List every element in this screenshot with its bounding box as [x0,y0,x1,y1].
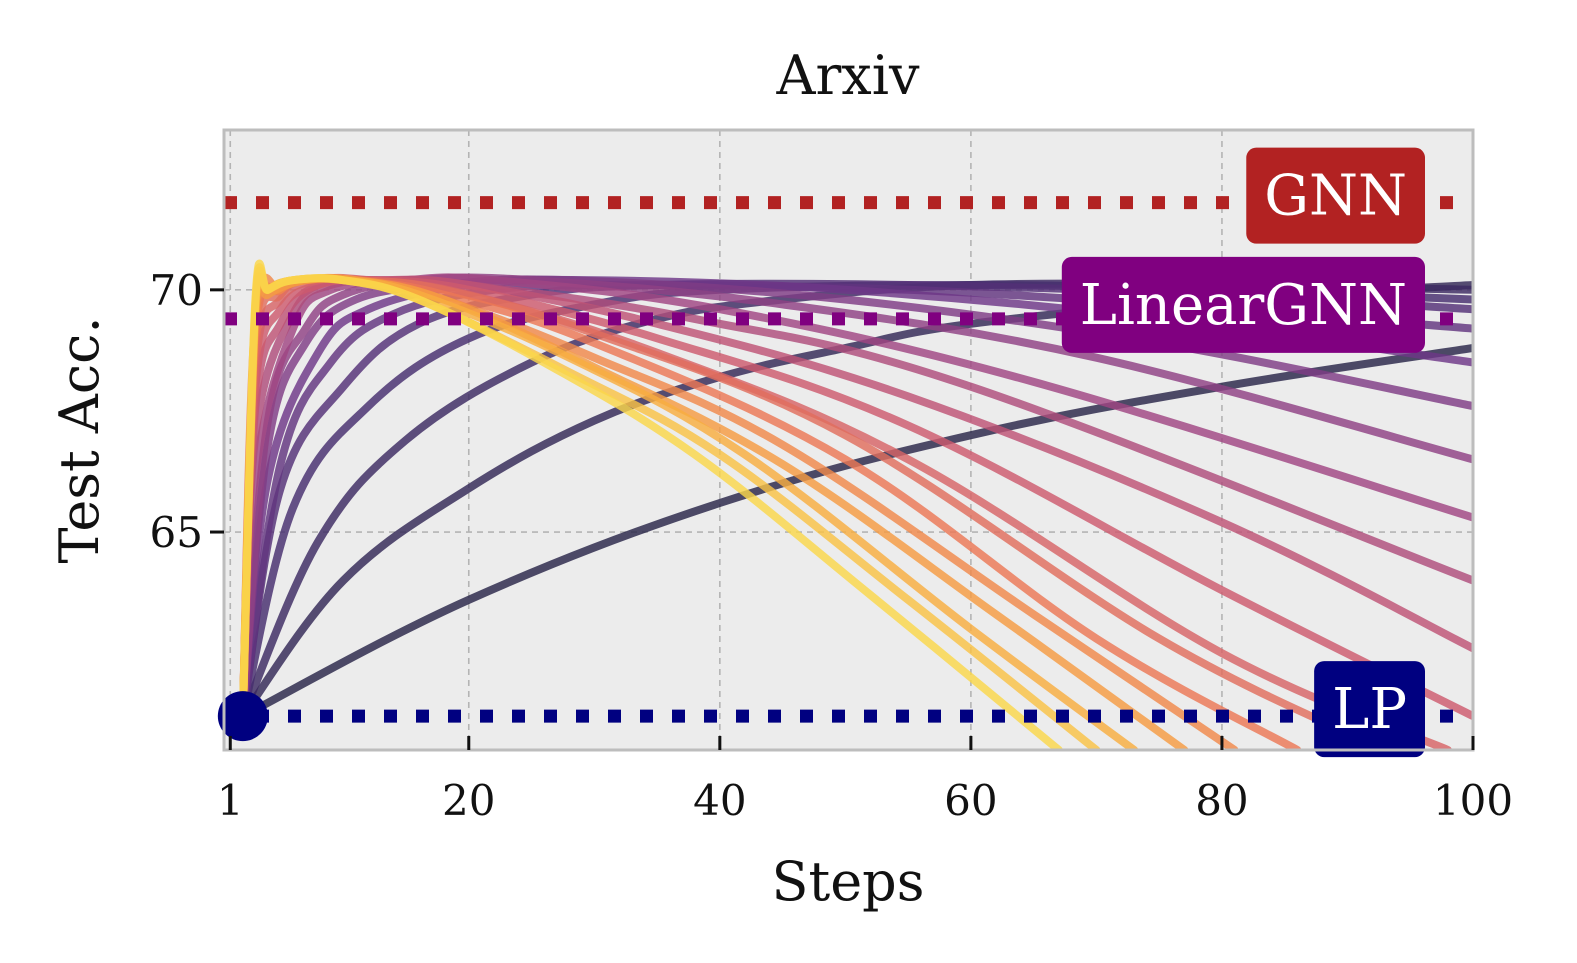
badge-background [1246,147,1425,244]
series-line [238,259,1063,750]
series-line [238,344,1473,721]
series-line [238,273,1473,721]
y-tick-label: 70 [150,266,203,315]
badge-label: LP [1332,677,1407,742]
x-tick-label: 40 [693,776,746,825]
y-axis-label: Test Acc. [48,316,111,563]
x-axis-label: Steps [772,850,925,913]
x-tick-label: 60 [944,776,997,825]
x-tick-label: 100 [1433,776,1513,825]
badge-label: GNN [1264,164,1407,229]
y-axis-ticks: 65 70 [150,266,224,557]
chart-title: Arxiv [775,44,920,107]
x-tick-label: 80 [1195,776,1248,825]
baseline-badge: LinearGNN [1061,256,1425,353]
x-axis-ticks: 1 20 40 60 80 100 [217,736,1513,825]
baseline-badges: GNN LinearGNN LP [1061,147,1425,758]
x-tick-label: 20 [442,776,495,825]
y-tick-label: 65 [150,508,203,557]
start-marker [217,691,268,742]
start-point-marker [217,691,268,742]
plot-frame [222,128,1475,752]
badge-background [1314,661,1425,758]
baseline-badge: LP [1314,661,1425,758]
x-tick-label: 1 [217,776,244,825]
badge-background [1061,256,1425,353]
badge-label: LinearGNN [1080,273,1407,338]
baseline-badge: GNN [1246,147,1425,244]
